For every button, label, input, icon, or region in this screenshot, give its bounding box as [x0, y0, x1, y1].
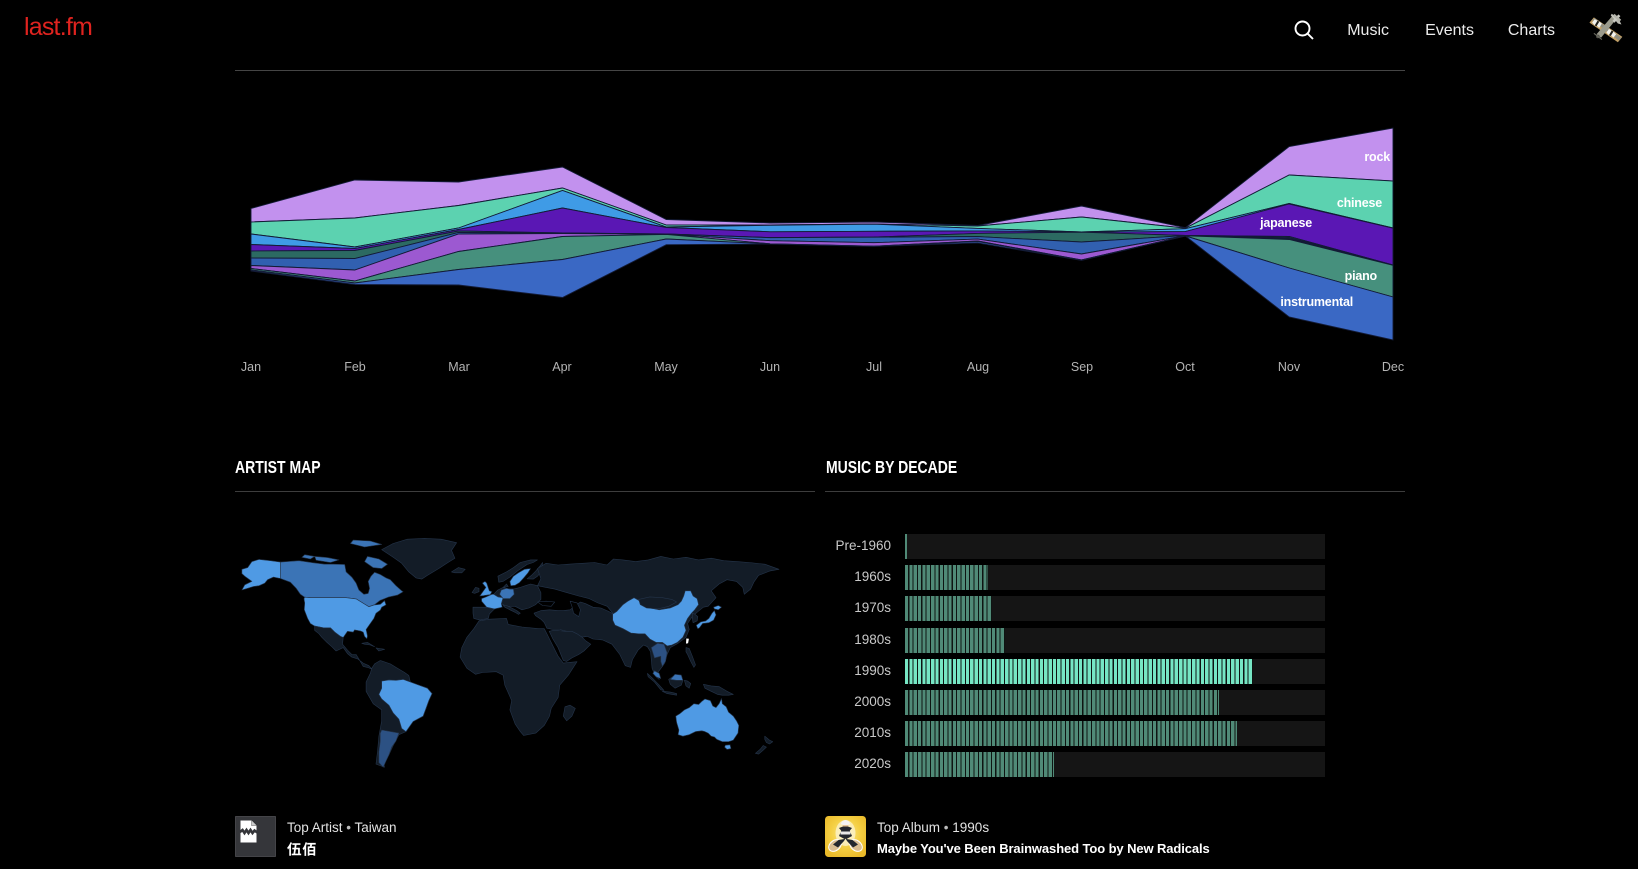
svg-text:instrumental: instrumental [1280, 295, 1353, 309]
svg-text:May: May [654, 360, 678, 374]
svg-text:Oct: Oct [1175, 360, 1195, 374]
svg-text:Feb: Feb [344, 360, 366, 374]
svg-text:Mar: Mar [448, 360, 470, 374]
svg-text:Sep: Sep [1071, 360, 1093, 374]
svg-text:Jul: Jul [866, 360, 882, 374]
svg-text:Aug: Aug [967, 360, 989, 374]
svg-text:japanese: japanese [1259, 216, 1312, 230]
svg-text:Jun: Jun [760, 360, 780, 374]
svg-text:rock: rock [1364, 150, 1390, 164]
svg-text:Nov: Nov [1278, 360, 1301, 374]
svg-text:Apr: Apr [552, 360, 571, 374]
svg-text:Jan: Jan [241, 360, 261, 374]
svg-text:chinese: chinese [1337, 196, 1382, 210]
svg-text:piano: piano [1345, 269, 1378, 283]
svg-text:Dec: Dec [1382, 360, 1404, 374]
